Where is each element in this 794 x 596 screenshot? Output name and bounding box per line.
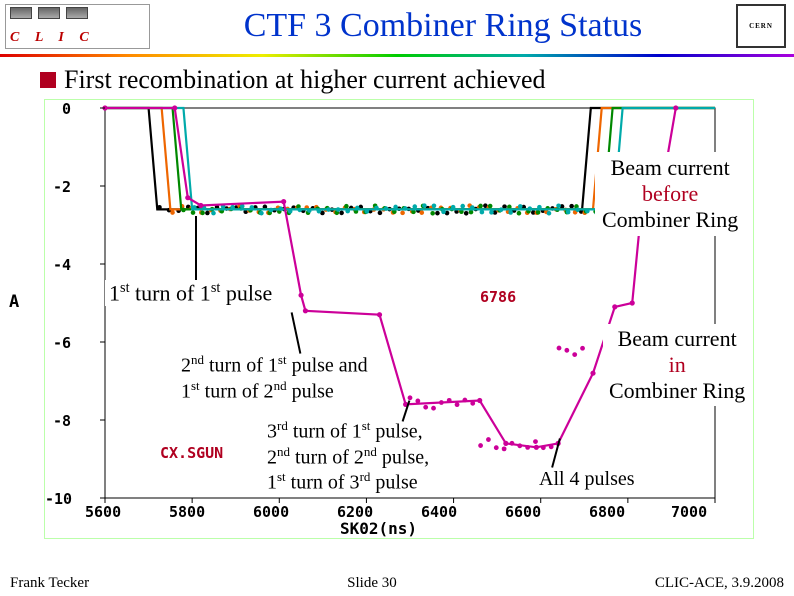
xtick: 6400: [421, 503, 457, 521]
y-axis-unit: A: [9, 292, 19, 312]
annot-all4: All 4 pulses: [535, 468, 639, 491]
ytick: -10: [45, 490, 72, 508]
series-label-red: CX.SGUN: [160, 444, 223, 462]
bullet-icon: [40, 72, 56, 88]
footer-author: Frank Tecker: [10, 575, 89, 592]
clic-logo-text: C L I C: [10, 30, 145, 46]
xtick: 5800: [169, 503, 205, 521]
annot-before: Beam current before Combiner Ring: [595, 152, 745, 236]
xtick: 7000: [671, 503, 707, 521]
series-label-blue: 6786: [480, 288, 516, 306]
xtick: 6600: [505, 503, 541, 521]
footer-venue: CLIC-ACE, 3.9.2008: [655, 575, 784, 592]
ytick: -2: [53, 178, 71, 196]
x-axis-label: SK02(ns): [340, 519, 417, 538]
clic-logo: C L I C: [5, 4, 150, 49]
ytick: -4: [53, 256, 71, 274]
annot-turn1: 1st turn of 1st pulse: [105, 280, 276, 306]
xtick: 6800: [589, 503, 625, 521]
ytick: 0: [62, 100, 71, 118]
subheader-text: First recombination at higher current ac…: [64, 65, 546, 95]
ytick: -8: [53, 412, 71, 430]
chart: 0 -2 -4 -6 -8 -10 5600 5800 6000 6200 64…: [44, 99, 754, 539]
annot-turn3: 3rd turn of 1st pulse, 2nd turn of 2nd p…: [263, 418, 433, 495]
page-title: CTF 3 Combiner Ring Status: [150, 7, 736, 45]
footer-slide: Slide 30: [347, 575, 397, 592]
annot-turn2: 2nd turn of 1st pulse and 1st turn of 2n…: [177, 352, 372, 403]
annot-in: Beam current in Combiner Ring: [603, 324, 751, 406]
xtick: 6000: [253, 503, 289, 521]
xtick: 5600: [85, 503, 121, 521]
ytick: -6: [53, 334, 71, 352]
callout-line: [195, 216, 197, 280]
cern-logo: CERN: [736, 4, 786, 48]
